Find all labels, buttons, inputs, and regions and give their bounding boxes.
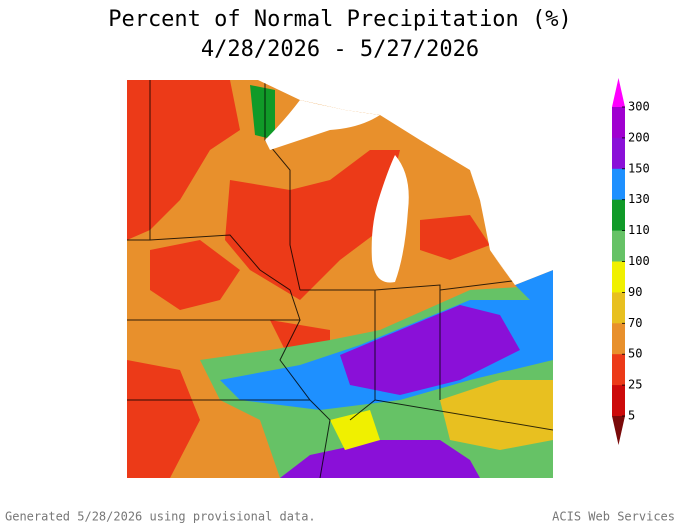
canada-blank [430,80,553,170]
region-wet [250,85,275,140]
lake-superior [265,100,380,150]
colorbar-label: 90 [628,285,642,299]
colorbar-segment [612,137,625,170]
colorbar-segment [612,292,625,324]
colorbar-label: 110 [628,223,650,237]
colorbar-segment [612,230,625,262]
colorbar-label: 130 [628,192,650,206]
colorbar-cap [612,416,625,445]
colorbar-segment [612,323,625,355]
footer-note: Generated 5/28/2026 using provisional da… [5,510,316,524]
colorbar-label: 25 [628,378,642,392]
region-wettest [340,305,520,395]
lake-michigan [371,155,409,283]
colorbar-label: 5 [628,409,635,423]
colorbar-segment [612,168,625,201]
colorbar-label: 300 [628,100,650,114]
region-dry [127,360,200,478]
region-near-normal [330,410,380,450]
map-subtitle: 4/28/2026 - 5/27/2026 [201,37,479,62]
region-dry [420,215,490,260]
colorbar-cap [612,78,625,107]
region-dry [127,80,240,240]
map-title: Percent of Normal Precipitation (%) [108,7,572,32]
colorbar-segment [612,354,625,386]
colorbar-label: 200 [628,130,650,144]
region-near-normal [440,380,553,450]
colorbar-segment [612,261,625,293]
region-wetter [515,270,553,300]
region-dry [150,240,240,310]
region-dry [225,150,400,300]
region-wettest [280,440,480,478]
colorbar-segment [612,107,625,139]
colorbar-label: 70 [628,316,642,330]
colorbar-label: 100 [628,254,650,268]
footer-credit: ACIS Web Services [552,510,675,524]
colorbar-segment [612,385,625,417]
colorbar: 300 200 150 130 110 100 90 70 50 25 5 [612,78,650,445]
map [127,80,553,478]
colorbar-label: 50 [628,347,642,361]
state-borders [127,80,553,478]
colorbar-segment [612,199,625,232]
colorbar-label: 150 [628,161,650,175]
